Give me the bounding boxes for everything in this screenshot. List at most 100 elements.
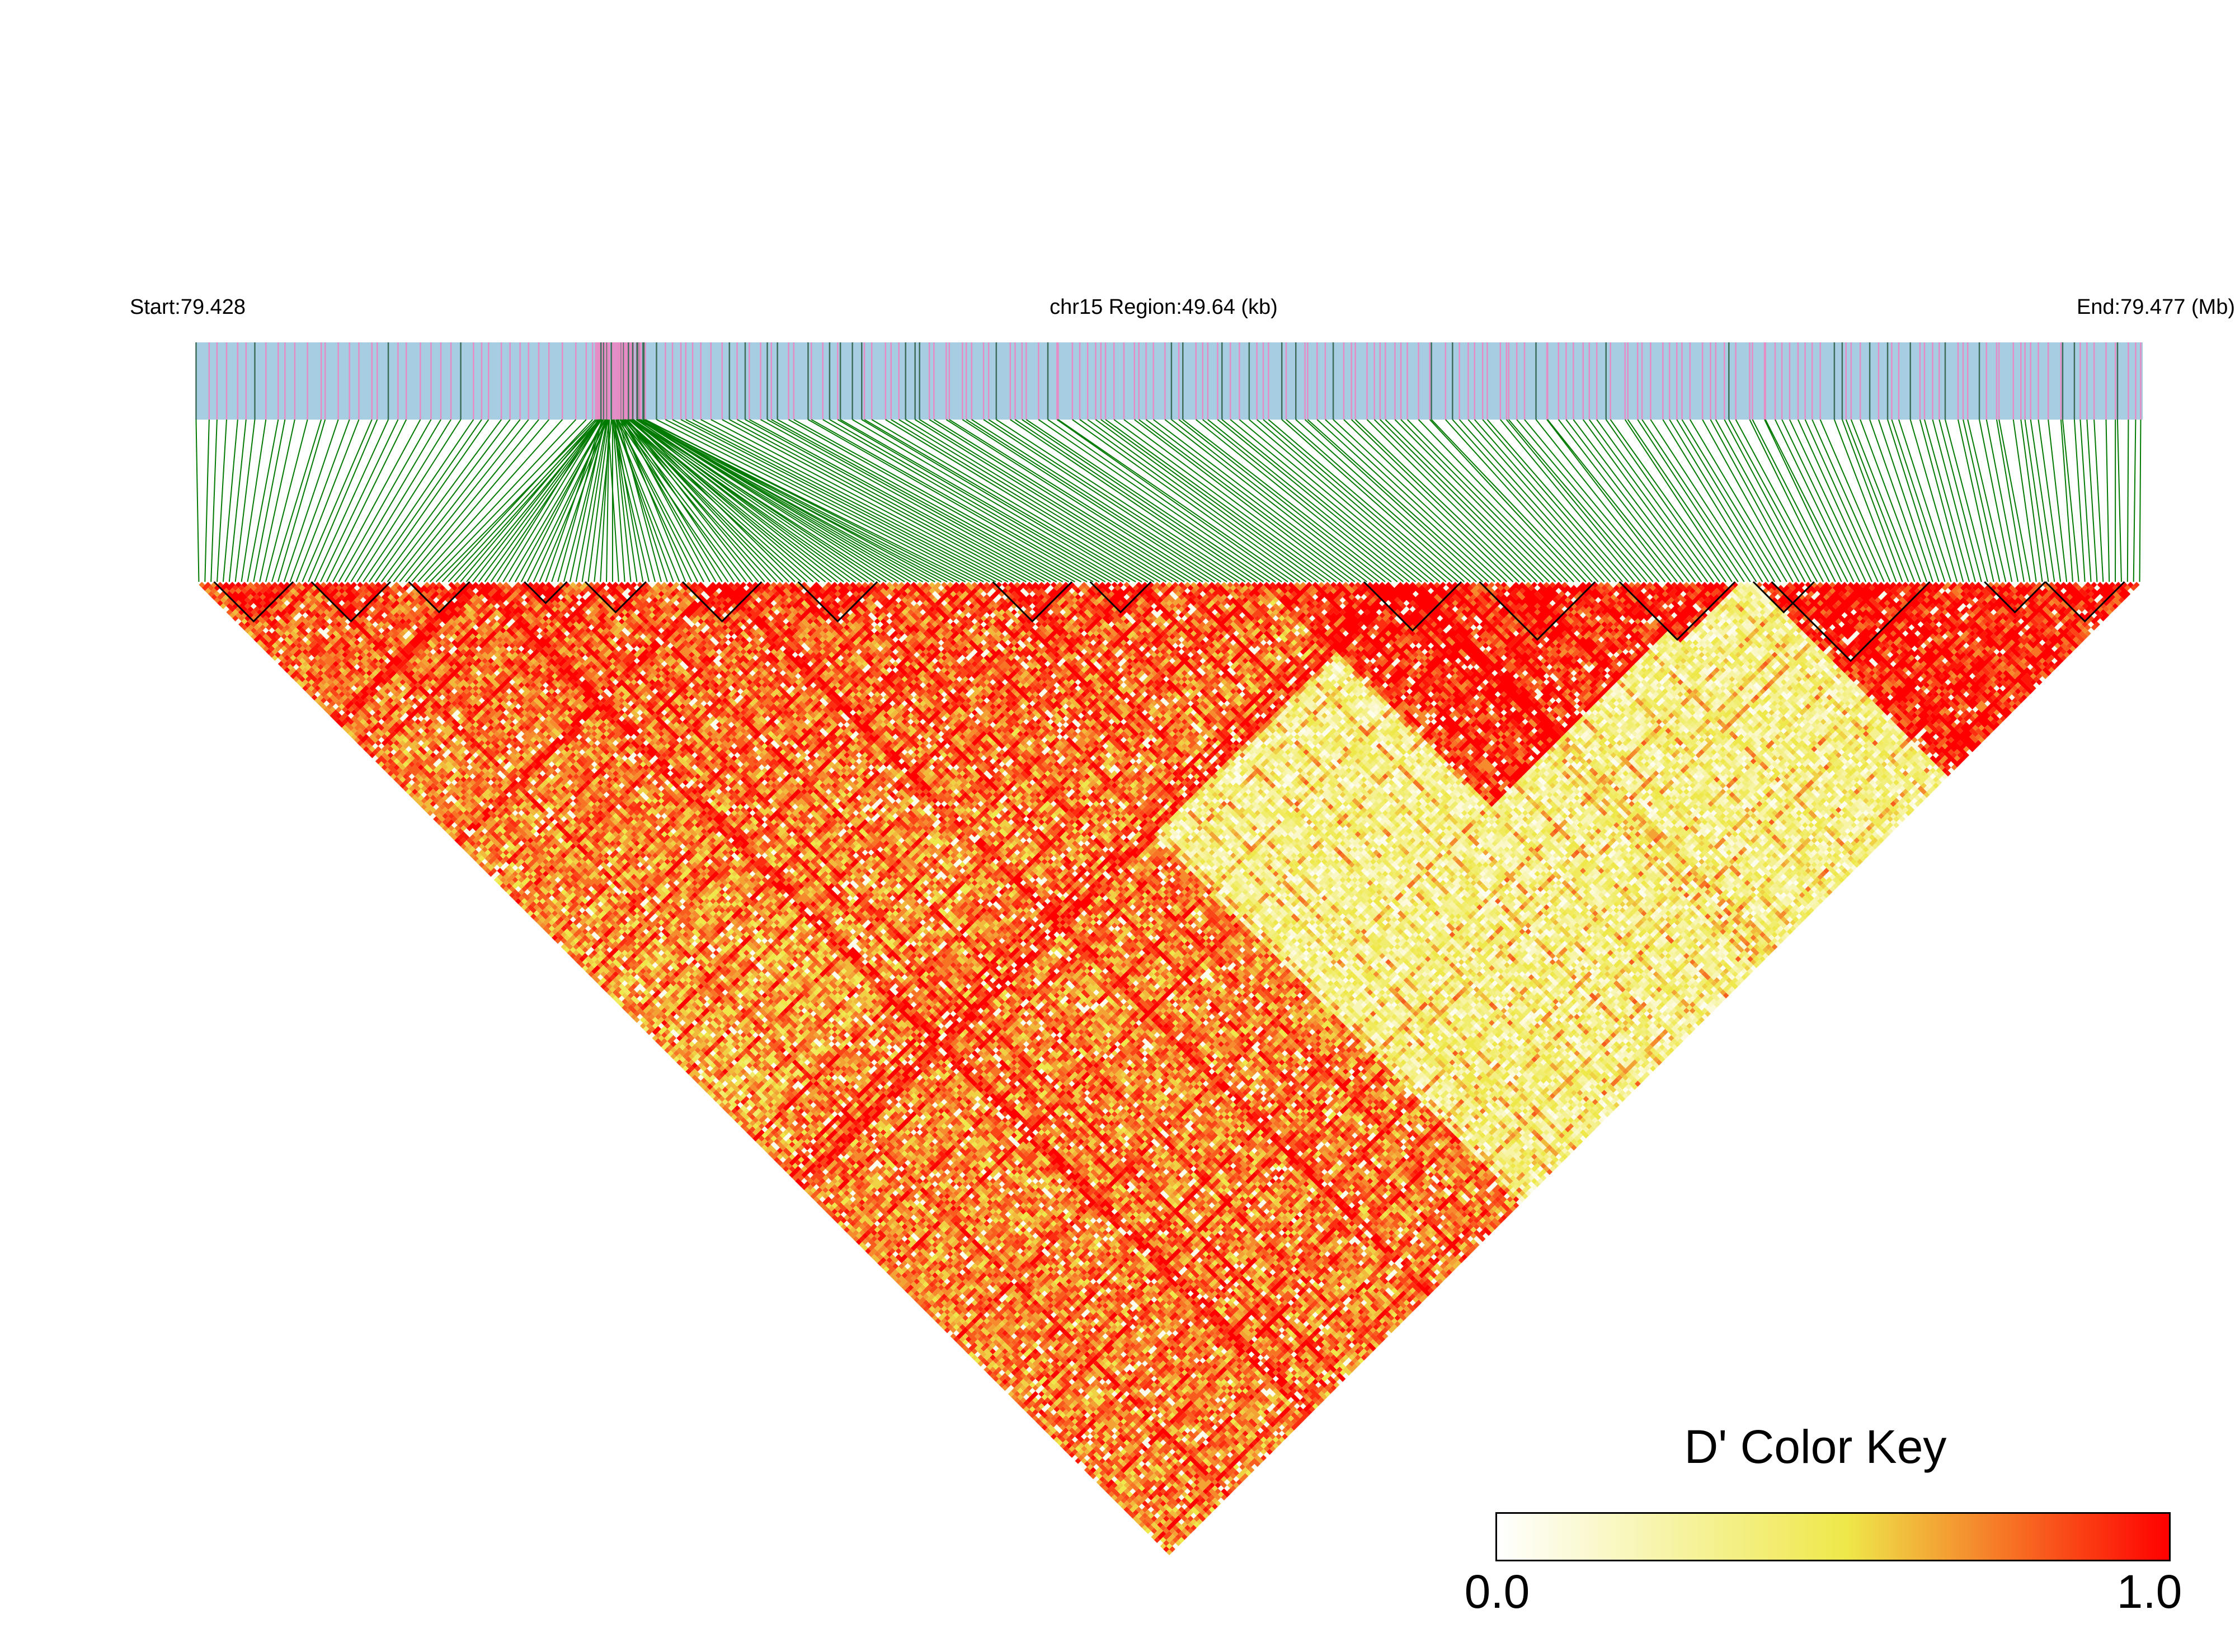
snp-connector-line — [1887, 419, 1940, 582]
snp-connector-line — [2126, 419, 2129, 582]
snp-connector-line — [1010, 419, 1252, 582]
snp-connector-line — [621, 419, 747, 582]
snp-connector-line — [1546, 419, 1672, 582]
snp-connector-line — [628, 419, 832, 582]
snp-connector-line — [1138, 419, 1356, 582]
snp-connector-line — [271, 419, 322, 582]
snp-connector-line — [807, 419, 1094, 582]
snp-connector-line — [1373, 419, 1538, 582]
snp-connector-line — [1351, 419, 1520, 582]
snp-connector-line — [643, 419, 972, 582]
snp-connector-line — [1431, 419, 1587, 582]
snp-connector-line — [665, 419, 984, 582]
snp-connector-line — [1841, 419, 1903, 582]
ld-cell-group — [1163, 585, 1942, 1182]
snp-connector-line — [793, 419, 1088, 582]
snp-connector-line — [1558, 419, 1684, 582]
snp-connector-line — [613, 419, 674, 582]
snp-connector-line — [625, 419, 808, 582]
snp-connector-line — [637, 419, 948, 582]
snp-connector-line — [1095, 419, 1319, 582]
snp-connector-line — [1445, 419, 1593, 582]
snp-connector-line — [478, 419, 601, 582]
ld-cell-group — [1160, 582, 1939, 1199]
snp-connector-line — [1923, 419, 1970, 582]
snp-connector-line — [1394, 419, 1556, 582]
snp-connector-line — [350, 419, 451, 582]
haplotype-block-outline — [310, 581, 392, 623]
snp-connector-line — [1458, 419, 1605, 582]
snp-connector-line — [2024, 419, 2049, 582]
snp-connector-line — [1079, 419, 1307, 582]
snp-connector-line — [1500, 419, 1635, 582]
snp-connector-line — [767, 419, 1064, 582]
snp-connector-line — [441, 419, 593, 582]
snp-connector-line — [949, 419, 1210, 582]
snp-connector-line — [1752, 419, 1836, 582]
snp-connector-line — [1728, 419, 1818, 582]
ld-heatmap-cells — [199, 582, 2140, 1555]
haplotype-block-outline — [213, 581, 294, 623]
haplotype-block-outline — [524, 581, 568, 605]
snp-connector-line — [623, 419, 711, 582]
snp-connector-line — [672, 419, 990, 582]
snp-connector-line — [569, 419, 606, 582]
snp-connector-line — [607, 419, 619, 582]
snp-connector-line — [627, 419, 765, 582]
snp-connector-line — [1573, 419, 1696, 582]
snp-connector-line — [1596, 419, 1715, 582]
snp-connector-line — [1967, 419, 2007, 582]
snp-connector-line — [1681, 419, 1781, 582]
snp-connector-line — [617, 419, 729, 582]
snp-connector-line — [1524, 419, 1660, 582]
snp-connector-line — [1669, 419, 1770, 582]
snp-connector-line — [615, 419, 693, 582]
snp-connector-line — [1482, 419, 1623, 582]
snp-connector-line — [1979, 419, 2013, 582]
snp-connector-line — [1689, 419, 1787, 582]
snp-connector-line — [700, 419, 1015, 582]
snp-connector-line — [581, 419, 609, 582]
snp-connector-line — [1624, 419, 1733, 582]
snp-connector-line — [919, 419, 1185, 582]
snp-connector-line — [600, 419, 610, 582]
snp-connector-line — [1164, 419, 1373, 582]
snp-connector-line — [1909, 419, 1958, 582]
snp-connector-line — [1307, 419, 1489, 582]
snp-connector-line — [308, 419, 378, 582]
snp-connector-line — [966, 419, 1221, 582]
region-start-label: Start:79.428 — [130, 295, 246, 319]
snp-connector-line — [1230, 419, 1428, 582]
snp-connector-line — [1153, 419, 1368, 582]
snp-connector-line — [1100, 419, 1325, 582]
haplotype-block-outlines — [213, 581, 2125, 662]
snp-connector-line — [1945, 419, 1988, 582]
ld-cell-group — [214, 582, 2134, 1540]
snp-connector-line — [1171, 419, 1380, 582]
snp-connector-line — [1221, 419, 1422, 582]
snp-connector-line — [1516, 419, 1654, 582]
snp-connector-line — [454, 419, 600, 582]
snp-connector-line — [1014, 419, 1258, 582]
snp-connector-line — [624, 419, 790, 582]
snp-connector-line — [1385, 419, 1550, 582]
snp-connector-line — [338, 419, 432, 582]
snp-position-track — [195, 342, 2143, 420]
snp-connector-line — [1486, 419, 1629, 582]
snp-connector-line — [1354, 419, 1526, 582]
snp-connector-line — [2012, 419, 2037, 582]
snp-connector-line — [380, 419, 502, 582]
snp-connector-line — [1932, 419, 1976, 582]
snp-connector-line — [2020, 419, 2043, 582]
snp-connector-line — [1429, 419, 1580, 582]
snp-connector-line — [905, 419, 1173, 582]
snp-connector-line — [1249, 419, 1441, 582]
haplotype-block-outline — [2044, 581, 2125, 623]
snp-connector-line — [1662, 419, 1763, 582]
snp-connector-line — [988, 419, 1240, 582]
snp-connector-line — [1380, 419, 1544, 582]
snp-connector-line — [1702, 419, 1794, 582]
snp-connector-line — [575, 419, 608, 582]
snp-connector-line — [217, 419, 227, 582]
snp-connector-line — [424, 419, 577, 582]
